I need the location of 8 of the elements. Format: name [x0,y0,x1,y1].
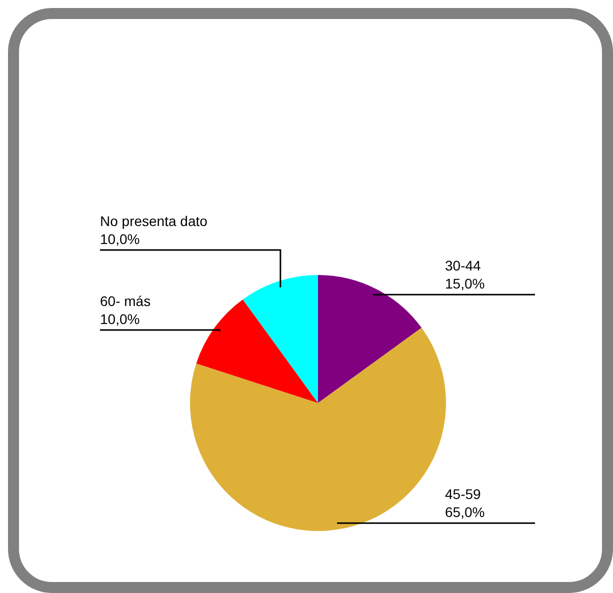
slice-label: 45-59 [445,486,482,502]
data-label: 65,0% [445,504,485,520]
slice-label: 30-44 [445,258,482,274]
slice-label: 60- más [100,293,151,309]
data-label: 10,0% [100,311,140,327]
data-label: 15,0% [445,276,485,292]
slice-label: No presenta dato [100,213,208,229]
data-label: 10,0% [100,231,140,247]
